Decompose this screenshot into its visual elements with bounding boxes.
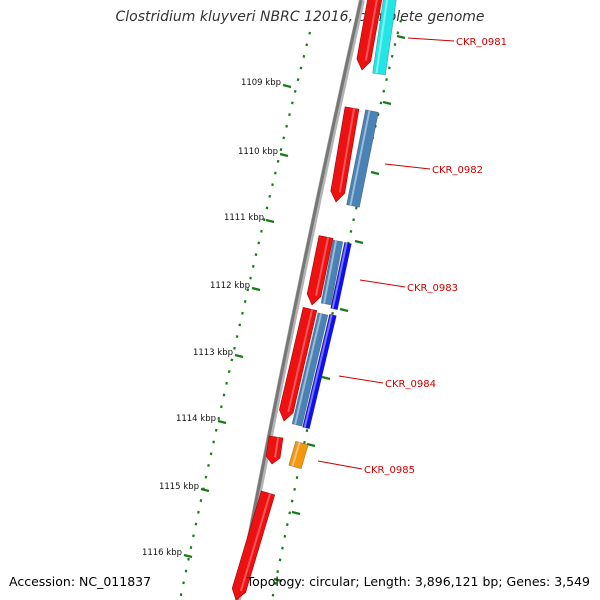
major-tick <box>183 553 193 559</box>
kbp-label: 1113 kbp <box>193 348 233 358</box>
category-bar-ckr-0981 <box>372 0 397 76</box>
outer-major-tick <box>321 375 331 381</box>
category-bar-ckr-0981-highlight <box>375 0 389 74</box>
category-bar-ckr-0983-a <box>320 239 344 306</box>
outer-major-tick <box>273 577 283 583</box>
genome-backbone-core <box>235 0 363 600</box>
callout-line <box>384 163 431 170</box>
major-tick <box>200 487 210 493</box>
category-bar-ckr-0983-b <box>330 241 352 311</box>
kbp-label: 1114 kbp <box>176 414 216 424</box>
kbp-label: 1115 kbp <box>159 482 199 492</box>
major-tick <box>279 152 289 158</box>
gene-arrow-ckr-0981-highlight <box>364 0 378 61</box>
kbp-label: 1110 kbp <box>238 147 278 157</box>
gene-arrow-ckr-0984 <box>279 307 318 422</box>
category-bar-ckr-0984-b <box>302 313 337 430</box>
callout-line <box>407 37 455 42</box>
major-tick <box>234 353 244 359</box>
gene-label: CKR_0984 <box>385 379 436 390</box>
gene-label: CKR_0985 <box>364 465 415 476</box>
kbp-label: 1111 kbp <box>224 213 264 223</box>
kbp-label: 1109 kbp <box>241 78 281 88</box>
topology-text: Topology: circular; Length: 3,896,121 bp… <box>246 574 590 589</box>
gene-arrow-ckr-0982 <box>330 106 360 203</box>
category-bar-ckr-0984-a-highlight <box>294 313 323 425</box>
callout-line <box>338 375 384 384</box>
category-bar-ckr-0984-b-highlight <box>303 314 333 428</box>
gene-label: CKR_0981 <box>456 37 507 48</box>
kbp-label: 1116 kbp <box>142 548 182 558</box>
gene-arrow-ckr-0983-highlight <box>315 237 330 296</box>
gene-label: CKR_0983 <box>407 283 458 294</box>
inner-tick-ring <box>178 31 312 600</box>
outer-major-tick <box>339 307 349 313</box>
category-bar-ckr-0982 <box>346 109 379 208</box>
category-bar-ckr-0983-a-highlight <box>323 240 338 304</box>
gene-arrow-ckr-0985-highlight <box>274 437 280 458</box>
category-bar-ckr-0984-a <box>291 312 329 427</box>
outer-major-tick <box>396 34 406 40</box>
major-tick <box>282 83 292 89</box>
major-tick <box>217 419 227 425</box>
callout-line <box>359 279 406 288</box>
outer-major-tick <box>382 100 392 106</box>
kbp-label: 1112 kbp <box>210 281 250 291</box>
gene-arrow-ckr-0981 <box>356 0 383 71</box>
callout-line <box>317 460 363 470</box>
category-bar-ckr-0985 <box>288 440 309 470</box>
outer-major-tick <box>306 442 316 448</box>
gene-label: CKR_0982 <box>432 165 483 176</box>
gene-arrow-ckr-0984-highlight <box>287 309 314 412</box>
outer-major-tick <box>291 510 301 516</box>
major-tick <box>251 286 261 292</box>
accession-text: Accession: NC_011837 <box>9 574 152 589</box>
outer-major-tick <box>370 170 380 176</box>
major-tick <box>265 218 275 224</box>
gene-arrow-ckr-0985 <box>265 435 284 465</box>
gene-arrow-ckr-0983 <box>306 235 334 306</box>
category-bar-ckr-0985-highlight <box>291 441 301 467</box>
gene-arrow-following-highlight <box>239 493 271 592</box>
gene-arrow-ckr-0982-highlight <box>338 108 356 193</box>
category-bar-ckr-0982-highlight <box>349 110 371 206</box>
outer-major-tick <box>354 239 364 245</box>
category-bar-ckr-0983-b-highlight <box>331 242 348 309</box>
